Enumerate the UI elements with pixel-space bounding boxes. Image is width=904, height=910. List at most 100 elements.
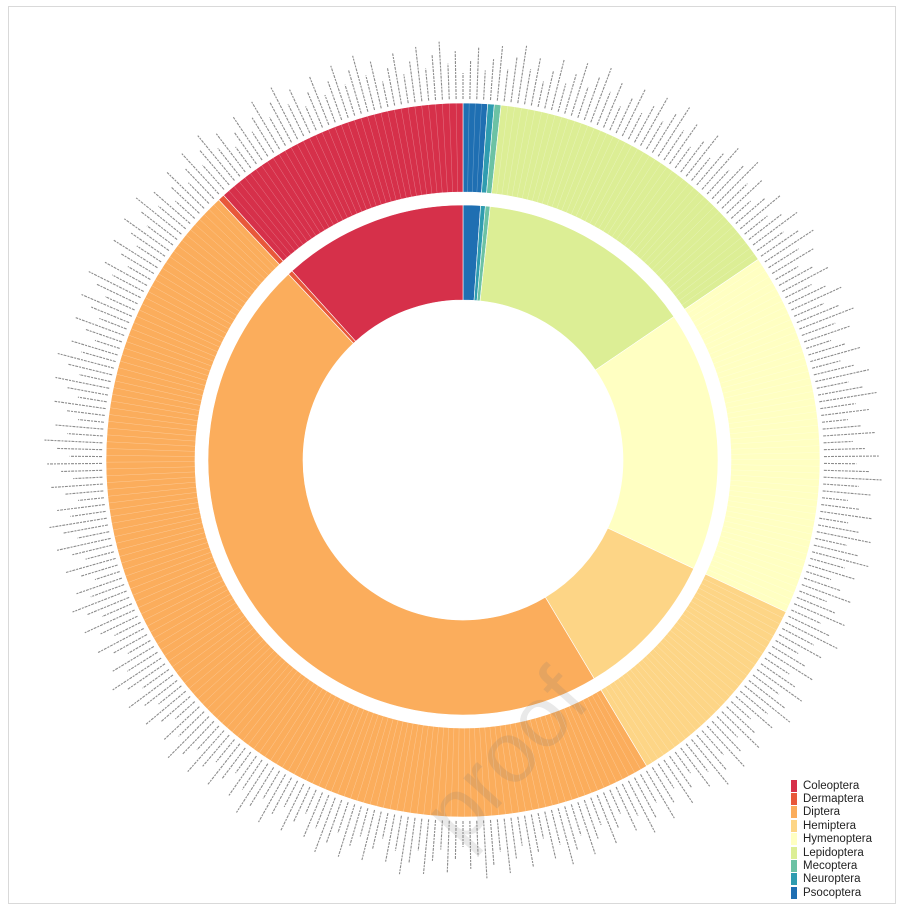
outer-leaf-divider: [106, 461, 196, 463]
outer-leaf-divider: [536, 116, 562, 203]
outer-leaf-divider: [580, 138, 620, 220]
leaf-label-mark: [557, 83, 567, 112]
outer-leaf-divider: [716, 344, 802, 374]
leaf-label-mark: [685, 135, 719, 177]
leaf-label-mark: [739, 195, 781, 230]
leaf-label-mark: [236, 763, 269, 813]
outer-leaf-divider: [519, 721, 540, 809]
leaf-label-mark: [56, 447, 103, 451]
outer-leaf-divider: [302, 140, 344, 221]
legend-swatch: [791, 860, 797, 873]
leaf-label-mark: [806, 339, 832, 349]
leaf-label-mark: [251, 131, 269, 157]
leaf-label-mark: [823, 455, 879, 458]
leaf-label-mark: [175, 200, 196, 219]
outer-leaf-divider: [730, 474, 820, 481]
outer-leaf-divider: [687, 264, 763, 314]
outer-leaf-divider: [190, 229, 259, 288]
outer-leaf-divider: [168, 610, 242, 662]
outer-leaf-divider: [704, 306, 786, 346]
leaf-label-mark: [438, 41, 443, 100]
leaf-label-mark: [640, 774, 657, 803]
outer-leaf-divider: [112, 512, 201, 531]
leaf-label-mark: [823, 469, 870, 473]
leaf-label-mark: [530, 814, 540, 853]
leaf-label-mark: [78, 419, 105, 423]
outer-leaf-divider: [169, 256, 243, 308]
outer-leaf-divider: [221, 657, 283, 724]
leaf-label-mark: [627, 112, 643, 140]
leaf-label-mark: [645, 120, 664, 150]
legend-item-lepidoptera: Lepidoptera: [791, 846, 901, 859]
outer-leaf-divider: [237, 667, 294, 737]
leaf-label-mark: [66, 410, 105, 416]
leaf-label-mark: [283, 780, 299, 808]
outer-leaf-divider: [435, 104, 443, 193]
outer-leaf-divider: [641, 659, 702, 726]
outer-leaf-divider: [620, 170, 673, 244]
outer-leaf-divider: [116, 373, 203, 396]
outer-leaf-divider: [109, 407, 198, 421]
leaf-label-mark: [503, 69, 509, 102]
outer-leaf-divider: [293, 695, 337, 775]
outer-leaf-divider: [506, 107, 522, 196]
outer-leaf-divider: [587, 697, 630, 777]
leaf-label-mark: [691, 739, 729, 785]
leaf-label-mark: [135, 197, 182, 235]
outer-tick-labels: [44, 41, 882, 879]
leaf-label-mark: [64, 490, 104, 495]
outer-leaf-divider: [573, 703, 611, 786]
leaf-label-mark: [72, 590, 127, 613]
outer-leaf-divider: [350, 714, 379, 799]
outer-leaf-divider: [679, 617, 752, 671]
outer-leaf-divider: [226, 660, 286, 728]
outer-leaf-divider: [624, 174, 679, 247]
leaf-label-mark: [674, 751, 691, 774]
outer-leaf-divider: [721, 530, 808, 555]
outer-leaf-divider: [713, 331, 797, 365]
outer-leaf-divider: [501, 106, 515, 195]
outer-leaf-divider: [730, 469, 820, 474]
outer-leaf-divider: [414, 106, 428, 195]
outer-leaf-divider: [714, 338, 799, 370]
leaf-label-mark: [305, 106, 317, 131]
outer-leaf-divider: [703, 578, 784, 619]
leaf-label-mark: [775, 266, 799, 280]
outer-leaf-divider: [448, 103, 453, 193]
outer-leaf-divider: [109, 497, 198, 511]
legend-item-hymenoptera: Hymenoptera: [791, 833, 901, 846]
outer-leaf-divider: [112, 393, 200, 411]
outer-leaf-divider: [387, 111, 407, 199]
outer-leaf-divider: [728, 495, 817, 508]
outer-ring: [105, 102, 821, 818]
leaf-label-mark: [280, 783, 305, 831]
leaf-label-mark: [422, 819, 430, 874]
outer-leaf-divider: [591, 694, 636, 774]
outer-leaf-divider: [127, 551, 212, 583]
leaf-label-mark: [127, 651, 158, 672]
leaf-label-mark: [163, 706, 200, 741]
legend-label: Psocoptera: [803, 886, 862, 899]
leaf-label-mark: [577, 802, 596, 855]
outer-leaf-divider: [568, 706, 605, 789]
outer-leaf-divider: [158, 273, 235, 321]
outer-leaf-divider: [403, 724, 419, 813]
outer-leaf-divider: [722, 525, 810, 548]
outer-leaf-divider: [276, 688, 324, 765]
outer-leaf-divider: [258, 679, 311, 754]
outer-leaf-divider: [566, 130, 601, 213]
outer-leaf-divider: [730, 431, 819, 440]
leaf-label-mark: [590, 67, 612, 123]
leaf-label-mark: [84, 609, 135, 634]
leaf-label-mark: [752, 674, 780, 695]
leaf-label-mark: [691, 157, 711, 181]
leaf-label-mark: [726, 706, 756, 734]
leaf-label-mark: [782, 266, 829, 293]
leaf-label-mark: [446, 820, 450, 873]
leaf-label-mark: [564, 806, 578, 850]
outer-leaf-divider: [267, 161, 317, 237]
leaf-label-mark: [819, 517, 849, 524]
outer-leaf-divider: [231, 664, 290, 733]
inner-slice-diptera: [207, 273, 595, 716]
leaf-label-mark: [537, 812, 544, 839]
